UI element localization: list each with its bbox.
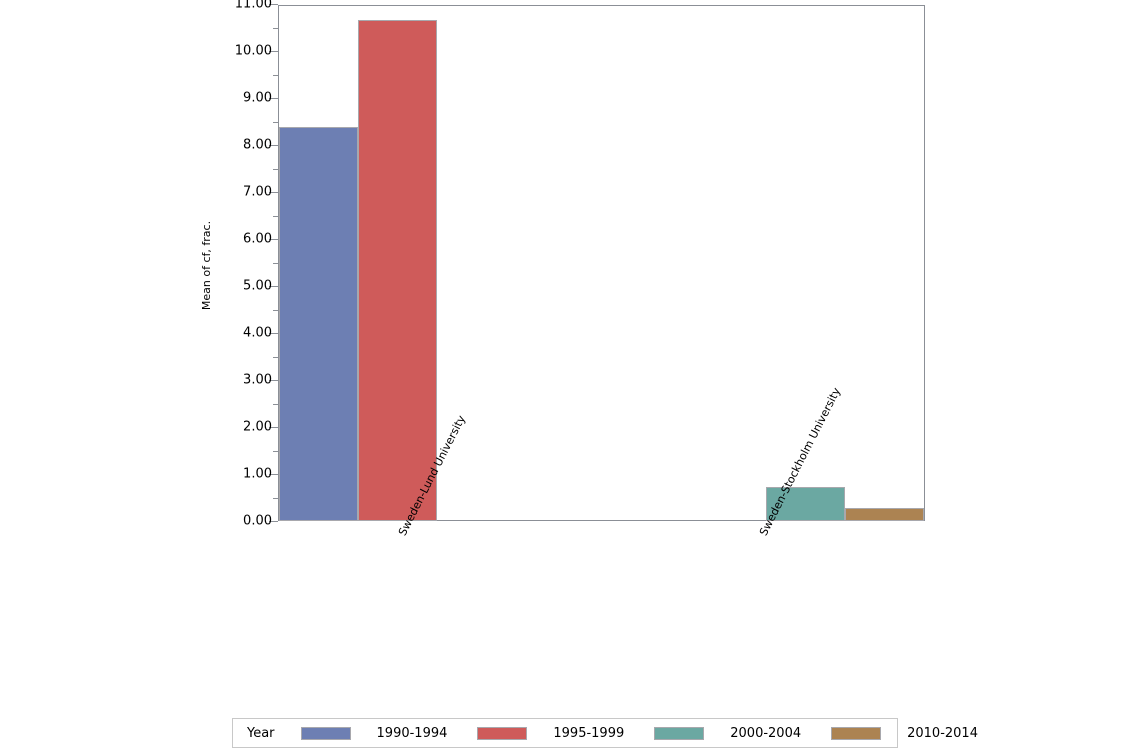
chart-legend: Year 1990-1994 1995-1999 2000-2004 2010-201…	[232, 718, 978, 748]
y-axis-tick-mark	[269, 333, 278, 334]
bar-stockholm-2010-2014[interactable]	[845, 508, 924, 521]
y-axis-tick-mark	[269, 98, 278, 99]
y-axis-minor-tick-mark	[273, 215, 278, 217]
legend-label: 2000-2004	[730, 725, 802, 741]
y-axis-tick-label: 3.00	[243, 372, 272, 388]
y-axis-tick-label: 4.00	[243, 325, 272, 341]
legend-label: 1995-1999	[553, 725, 625, 741]
y-axis-tick-labels: 11.00 10.00 9.00 8.00 7.00 6.00 5.00 4.00 3.00 2.…	[218, 0, 272, 756]
y-axis-minor-tick-mark	[273, 262, 278, 264]
y-axis-minor-tick-mark	[273, 27, 278, 29]
y-axis-tick-label: 11.00	[234, 0, 272, 12]
y-axis-tick-mark	[269, 192, 278, 193]
legend-swatch	[477, 726, 528, 740]
y-axis-minor-tick-mark	[273, 403, 278, 405]
y-axis-tick-mark	[269, 427, 278, 428]
y-axis-tick-label: 8.00	[243, 137, 272, 153]
y-axis-tick-label: 2.00	[243, 419, 272, 435]
legend-label: 2010-2014	[907, 725, 978, 741]
y-axis-tick-mark	[269, 521, 278, 522]
y-axis-minor-ticks	[0, 0, 278, 756]
legend-entries: 1990-1994 1995-1999 2000-2004 2010-2014	[300, 725, 1008, 741]
legend-swatch	[654, 726, 705, 740]
y-axis-tick-label: 1.00	[243, 466, 272, 482]
y-axis-tick-mark	[269, 474, 278, 475]
y-axis-tick-label: 5.00	[243, 278, 272, 294]
legend-swatch	[831, 726, 882, 740]
legend-title: Year	[247, 725, 275, 741]
legend-label: 1990-1994	[376, 725, 448, 741]
y-axis-tick-mark	[269, 4, 278, 5]
y-axis-tick-label: 7.00	[243, 184, 272, 200]
y-axis-tick-mark	[269, 380, 278, 381]
legend-entry[interactable]: 1995-1999	[477, 726, 654, 741]
y-axis-tick-mark	[269, 145, 278, 146]
legend-swatch	[300, 726, 351, 740]
y-axis-tick-mark	[269, 239, 278, 240]
y-axis-minor-tick-mark	[273, 309, 278, 311]
legend-entry[interactable]: 1990-1994	[300, 725, 478, 741]
y-axis-minor-tick-mark	[273, 450, 278, 452]
bar-lund-1995-1999[interactable]	[358, 19, 437, 521]
y-axis-minor-tick-mark	[273, 356, 278, 358]
y-axis-minor-tick-mark	[273, 497, 278, 499]
y-axis-tick-mark	[269, 286, 278, 287]
y-axis-minor-tick-mark	[273, 168, 278, 170]
y-axis-minor-tick-mark	[273, 121, 278, 123]
y-axis-minor-tick-mark	[273, 74, 278, 76]
legend-entry[interactable]: 2010-2014	[831, 726, 1008, 741]
y-axis-tick-label: 0.00	[243, 513, 272, 529]
y-axis-tick-label: 9.00	[243, 90, 272, 106]
y-axis-tick-mark	[269, 51, 278, 52]
bar-lund-1990-1994[interactable]	[279, 127, 358, 521]
y-axis-tick-label: 6.00	[243, 231, 272, 247]
legend-entry[interactable]: 2000-2004	[654, 726, 831, 741]
y-axis-tick-label: 10.00	[234, 43, 272, 59]
bar-stockholm-2000-2004[interactable]	[766, 486, 845, 521]
y-axis-major-ticks	[0, 0, 278, 756]
